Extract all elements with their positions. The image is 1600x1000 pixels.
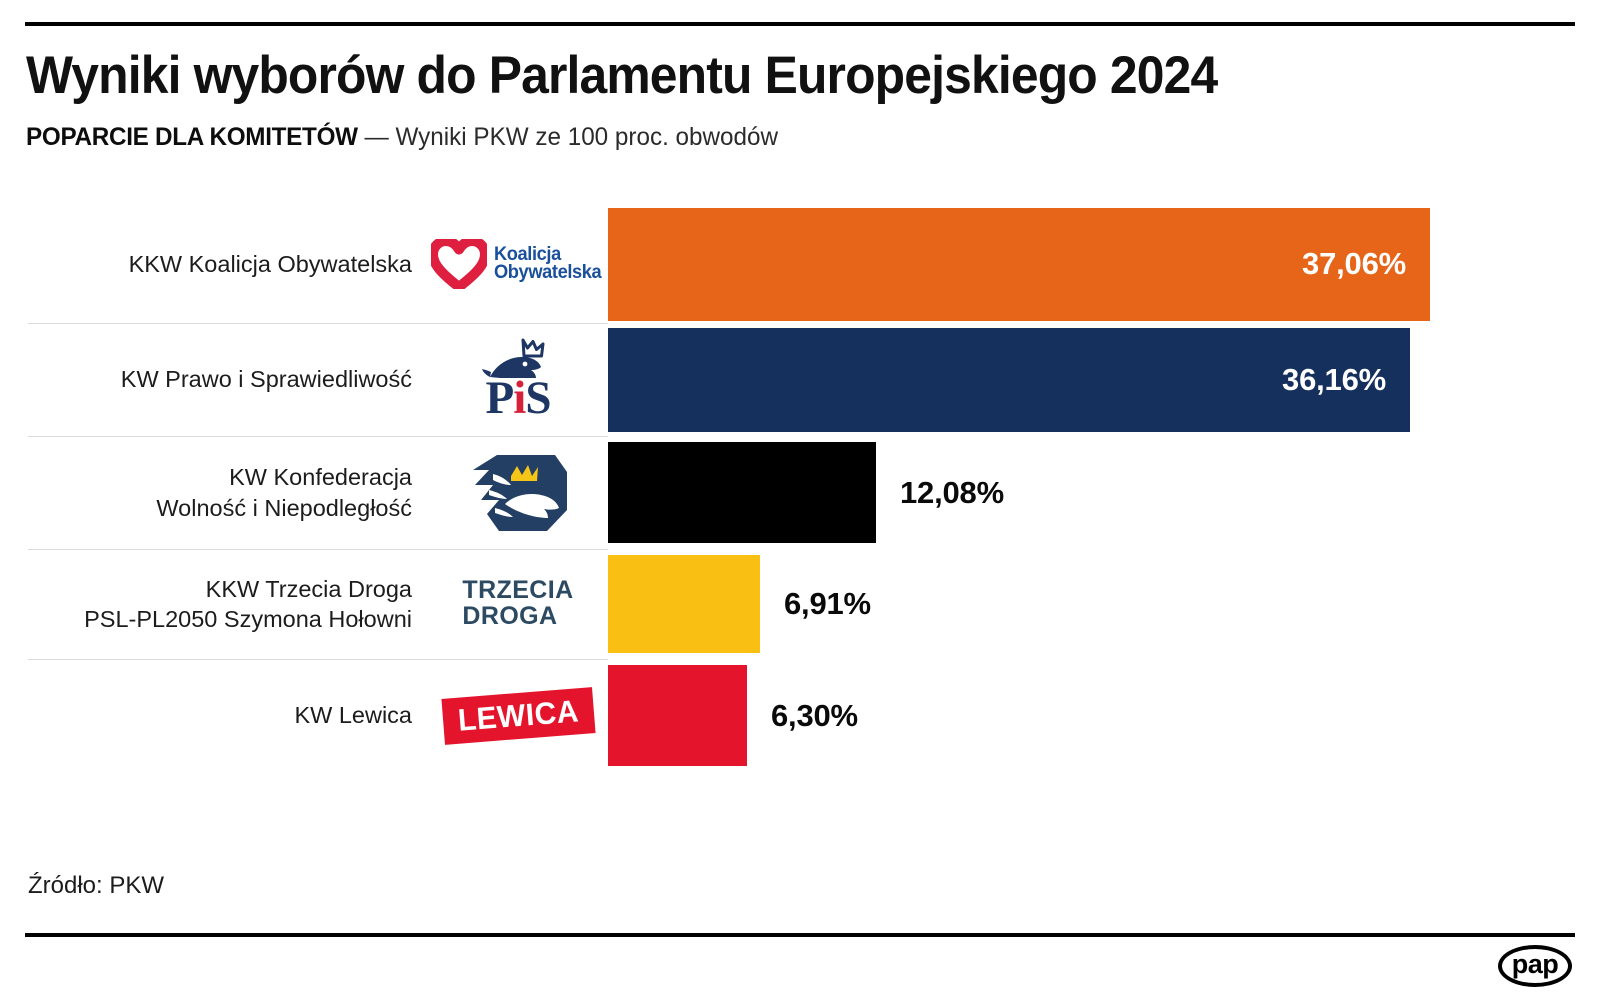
bar-chart: KKW Koalicja Obywatelska Koalicja Obywat… — [0, 205, 1600, 772]
party-logo-cell: LEWICA — [428, 686, 608, 745]
logo-text-line-1: TRZECIA — [462, 576, 574, 605]
top-divider-rule — [25, 22, 1575, 26]
chart-row: KKW Trzecia Droga PSL-PL2050 Szymona Hoło… — [0, 549, 1600, 659]
row-bar-cell: 12,08% — [608, 436, 1600, 549]
crowned-eagle-head-icon — [482, 338, 545, 378]
row-bar-cell: 6,30% — [608, 659, 1600, 772]
party-name-label: KW Lewica — [294, 702, 412, 729]
bar-koalicja-obywatelska: 37,06% — [608, 207, 1430, 321]
party-name-label: KW Prawo i Sprawiedliwość — [120, 366, 412, 393]
bar-value-label: 6,91% — [784, 586, 871, 621]
chart-row: KW Konfederacja Wolność i Niepodległość 1… — [0, 436, 1600, 549]
bar-prawo-i-sprawiedliwosc: 36,16% — [608, 327, 1410, 432]
row-label-cell: KKW Koalicja Obywatelska Koalicja Obywat… — [0, 205, 608, 323]
row-bar-cell: 6,91% — [608, 549, 1600, 659]
header: Wyniki wyborów do Parlamentu Europejskie… — [26, 48, 1566, 152]
trzecia-droga-logo: TRZECIA DROGA — [462, 576, 574, 630]
koalicja-obywatelska-wordmark: Koalicja Obywatelska — [493, 243, 606, 283]
party-logo-cell: TRZECIA DROGA — [428, 576, 608, 630]
page-title: Wyniki wyborów do Parlamentu Europejskie… — [26, 46, 1218, 105]
bar-value-label: 36,16% — [1282, 361, 1386, 397]
party-name-line-1: KW Konfederacja — [229, 464, 412, 491]
chart-row: KW Prawo i Sprawiedliwość PiS — [0, 323, 1600, 436]
prawo-i-sprawiedliwosc-logo: PiS — [470, 337, 566, 422]
subtitle-strong: POPARCIE DLA KOMITETÓW — [26, 122, 358, 151]
pap-wordmark: pap — [1511, 949, 1559, 979]
logo-text-line-2: Obywatelska — [493, 262, 602, 283]
bar-value-label: 12,08% — [900, 474, 1004, 510]
party-name-line-2: Wolność i Niepodległość — [156, 494, 412, 521]
subtitle-rest: — Wyniki PKW ze 100 proc. obwodów — [357, 122, 779, 151]
bar-lewica — [608, 665, 747, 766]
bar-value-label: 37,06% — [1302, 246, 1406, 281]
party-name-label: KKW Trzecia Droga PSL-PL2050 Szymona Hoło… — [84, 574, 428, 634]
row-bar-cell: 37,06% — [608, 205, 1600, 323]
pap-oval-shape — [1498, 945, 1572, 987]
party-name-line-2: PSL-PL2050 Szymona Hołowni — [84, 606, 412, 632]
row-label-cell: KW Konfederacja Wolność i Niepodległość — [0, 436, 608, 549]
party-name-line-1: KKW Trzecia Droga — [205, 575, 412, 602]
party-logo-cell: Koalicja Obywatelska — [428, 239, 608, 289]
row-bar-cell: 36,16% — [608, 323, 1600, 436]
pis-wordmark: PiS — [485, 372, 552, 424]
row-label-cell: KW Lewica LEWICA — [0, 659, 608, 772]
bar-value-label: 6,30% — [771, 697, 858, 733]
source-note: Źródło: PKW — [28, 872, 165, 899]
party-name-label: KW Konfederacja Wolność i Niepodległość — [156, 462, 428, 522]
party-logo-cell — [428, 452, 608, 534]
pis-letter-i: i — [513, 372, 526, 424]
lewica-wordmark: LEWICA — [456, 692, 580, 738]
party-name-label: KKW Koalicja Obywatelska — [128, 250, 412, 277]
party-logo-cell: PiS — [428, 337, 608, 422]
page-subtitle: POPARCIE DLA KOMITETÓW — Wyniki PKW ze 1… — [26, 122, 1520, 152]
row-label-cell: KW Prawo i Sprawiedliwość PiS — [0, 323, 608, 436]
heart-icon — [430, 239, 487, 289]
pap-logo: pap — [1498, 945, 1572, 987]
bar-trzecia-droga — [608, 555, 760, 653]
bar-konfederacja — [608, 442, 876, 543]
chart-row: KKW Koalicja Obywatelska Koalicja Obywat… — [0, 205, 1600, 323]
bottom-divider-rule — [25, 933, 1575, 937]
lewica-logo: LEWICA — [441, 686, 595, 745]
koalicja-obywatelska-logo: Koalicja Obywatelska — [430, 239, 606, 289]
logo-text-line-2: DROGA — [462, 602, 558, 630]
konfederacja-logo — [473, 454, 567, 531]
logo-text-line-1: Koalicja — [493, 243, 561, 265]
row-label-cell: KKW Trzecia Droga PSL-PL2050 Szymona Hoło… — [0, 549, 608, 659]
chart-row: KW Lewica LEWICA 6,30% — [0, 659, 1600, 772]
